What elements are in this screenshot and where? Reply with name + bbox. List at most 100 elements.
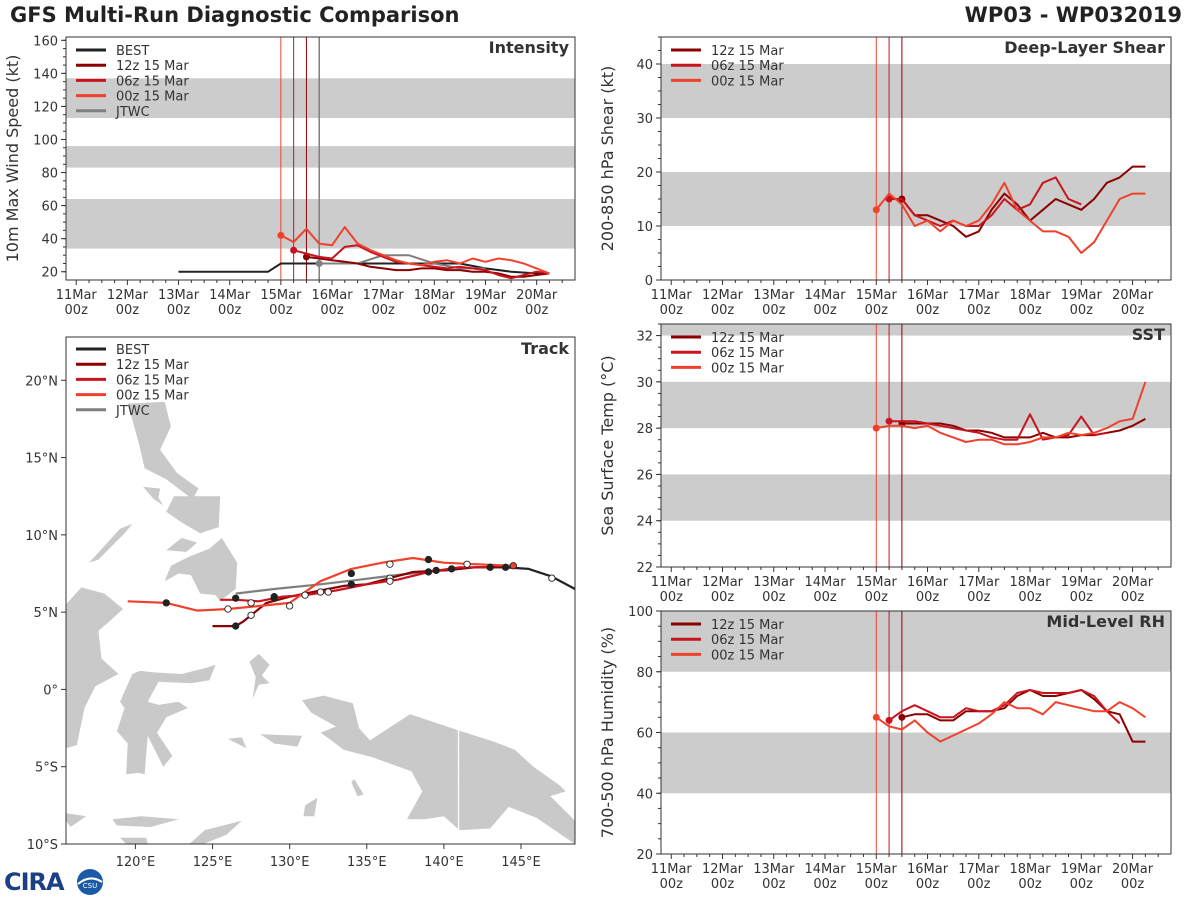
- y-tick-label: 24: [636, 515, 653, 530]
- land-layer: [66, 401, 575, 844]
- track-layer: [127, 555, 575, 630]
- x-tick-label: 15Mar: [260, 288, 302, 303]
- x-tick-label: 20Mar: [1112, 862, 1154, 877]
- legend-label: 06z 15 Mar: [116, 74, 189, 89]
- panel-shear: 01020304011Mar00z12Mar00z13Mar00z14Mar00…: [598, 36, 1172, 318]
- y-tick-label: 26: [636, 468, 653, 483]
- x-tick-label: 00z: [967, 877, 991, 892]
- x-tick-label: 18Mar: [414, 288, 456, 303]
- y-tick-label: 0°: [43, 683, 58, 698]
- x-tick-label: 140°E: [424, 855, 464, 870]
- x-tick-label: 17Mar: [363, 288, 405, 303]
- track-position-marker: [301, 591, 309, 599]
- y-tick-label: 40: [636, 58, 653, 73]
- panel-title: SST: [1132, 325, 1165, 344]
- logo-subtext: CSU: [83, 882, 97, 890]
- x-tick-label: 11Mar: [651, 288, 693, 303]
- y-tick-label: 5°N: [34, 606, 59, 621]
- x-tick-label: 00z: [1070, 590, 1094, 605]
- y-tick-label: 160: [33, 34, 58, 49]
- series-line: [280, 226, 550, 275]
- x-tick-label: 00z: [218, 303, 242, 318]
- track-position-marker: [232, 622, 240, 630]
- y-axis-label: 10m Max Wind Speed (kt): [3, 55, 22, 263]
- land-mass: [66, 587, 124, 749]
- legend-label: 06z 15 Mar: [711, 59, 784, 74]
- x-tick-label: 00z: [762, 877, 786, 892]
- x-tick-label: 00z: [762, 590, 786, 605]
- land-mass: [189, 820, 242, 844]
- x-tick-label: 17Mar: [958, 288, 1000, 303]
- x-tick-label: 00z: [423, 303, 447, 318]
- y-tick-label: 100: [628, 605, 653, 620]
- legend-label: 00z 15 Mar: [711, 361, 784, 376]
- track-position-marker: [347, 580, 355, 588]
- shaded-band: [661, 172, 1171, 226]
- track-position-marker: [486, 563, 494, 571]
- x-tick-label: 13Mar: [753, 862, 795, 877]
- x-tick-label: 00z: [1121, 303, 1145, 318]
- x-tick-label: 18Mar: [1010, 288, 1052, 303]
- legend-label: 12z 15 Mar: [711, 618, 784, 633]
- x-tick-label: 135°E: [347, 855, 387, 870]
- x-tick-label: 00z: [660, 590, 684, 605]
- track-position-marker: [548, 574, 556, 582]
- y-tick-label: 22: [636, 561, 653, 576]
- x-tick-label: 00z: [1070, 877, 1094, 892]
- x-tick-label: 18Mar: [1010, 575, 1052, 590]
- panel-title: Deep-Layer Shear: [1004, 38, 1165, 57]
- x-tick-label: 00z: [967, 590, 991, 605]
- land-mass: [127, 401, 199, 500]
- x-tick-label: 20Mar: [1112, 288, 1154, 303]
- x-tick-label: 130°E: [270, 855, 310, 870]
- x-tick-label: 19Mar: [1061, 575, 1103, 590]
- x-tick-label: 00z: [916, 877, 940, 892]
- x-tick-label: 13Mar: [753, 575, 795, 590]
- track-position-marker: [386, 577, 394, 585]
- legend-label: JTWC: [115, 105, 150, 120]
- track-position-marker: [432, 566, 440, 575]
- x-tick-label: 00z: [1018, 303, 1042, 318]
- y-axis-label: 200-850 hPa Shear (kt): [598, 66, 617, 252]
- x-tick-label: 12Mar: [702, 288, 744, 303]
- cira-logo-text: CIRA: [4, 868, 65, 896]
- series-start-marker: [898, 713, 906, 721]
- x-tick-label: 00z: [813, 590, 837, 605]
- panel-sst: 22242628303211Mar00z12Mar00z13Mar00z14Ma…: [598, 323, 1172, 605]
- y-tick-label: 120: [33, 100, 58, 115]
- y-tick-label: 80: [41, 167, 58, 182]
- y-tick-label: 32: [636, 330, 653, 345]
- shaded-band: [66, 78, 575, 118]
- x-tick-label: 19Mar: [1061, 288, 1103, 303]
- legend-label: BEST: [116, 343, 149, 358]
- land-mass: [166, 537, 198, 552]
- series-line: [875, 701, 1146, 743]
- track-position-marker: [347, 569, 355, 578]
- y-axis-label: Sea Surface Temp (°C): [598, 355, 617, 535]
- x-tick-label: 13Mar: [158, 288, 200, 303]
- legend-label: 12z 15 Mar: [116, 59, 189, 74]
- axes-frame: [65, 336, 576, 845]
- panel-track: 120°E 125°E 130°E 135°E 140°E 145°E 10°S 5°S 0° 5…: [25, 336, 576, 870]
- land-mass: [166, 496, 221, 534]
- land-mass: [228, 737, 247, 749]
- y-tick-label: 20: [636, 166, 653, 181]
- legend-label: 06z 15 Mar: [116, 373, 189, 388]
- x-tick-label: 00z: [660, 303, 684, 318]
- x-tick-label: 00z: [762, 303, 786, 318]
- track-position-marker: [424, 555, 433, 564]
- x-tick-label: 00z: [474, 303, 498, 318]
- shaded-band: [66, 146, 575, 168]
- legend-label: 00z 15 Mar: [116, 389, 189, 404]
- series-start-marker: [872, 206, 880, 214]
- series-start-marker: [277, 231, 285, 239]
- x-tick-label: 14Mar: [209, 288, 251, 303]
- x-tick-label: 00z: [1018, 877, 1042, 892]
- x-tick-label: 00z: [116, 303, 140, 318]
- land-mass: [116, 664, 216, 775]
- x-tick-label: 16Mar: [907, 862, 949, 877]
- track-position-marker: [286, 602, 294, 610]
- x-tick-label: 145°E: [501, 855, 541, 870]
- x-tick-label: 20Mar: [516, 288, 558, 303]
